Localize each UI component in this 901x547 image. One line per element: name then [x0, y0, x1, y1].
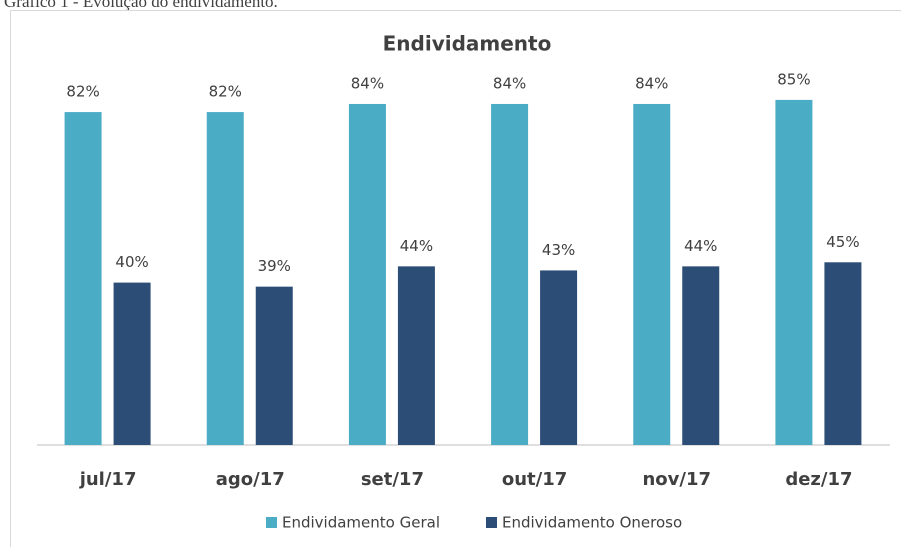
bar [824, 262, 862, 445]
data-label: 85% [777, 70, 810, 88]
bar [206, 112, 244, 445]
chart-title: Endividamento [383, 32, 552, 56]
data-label: 44% [684, 237, 717, 255]
legend-swatch [266, 517, 277, 528]
x-tick-label: set/17 [361, 469, 424, 490]
data-label: 82% [209, 83, 242, 101]
data-label: 43% [542, 241, 575, 259]
bar [775, 99, 813, 446]
x-tick-label: nov/17 [642, 469, 711, 490]
caption: Gráfico 1 - Evolução do endividamento. [4, 0, 278, 11]
legend-label: Endividamento Geral [282, 514, 440, 532]
data-label: 44% [400, 237, 433, 255]
bar [682, 266, 720, 445]
bar [540, 270, 578, 445]
legend-label: Endividamento Oneroso [502, 514, 682, 532]
data-label: 84% [635, 74, 668, 92]
x-tick-label: ago/17 [216, 469, 285, 490]
data-label: 84% [493, 74, 526, 92]
data-label: 84% [351, 74, 384, 92]
bar [491, 103, 529, 446]
bar [348, 103, 386, 446]
bar [255, 286, 293, 445]
x-tick-label: jul/17 [79, 469, 137, 490]
x-tick-label: out/17 [502, 469, 567, 490]
data-label: 82% [66, 83, 99, 101]
bar [113, 282, 151, 445]
bar [397, 266, 435, 445]
data-label: 45% [826, 233, 859, 251]
legend-swatch [486, 517, 497, 528]
data-label: 39% [258, 257, 291, 275]
bar [633, 103, 671, 446]
bar [64, 112, 102, 445]
chart-frame [10, 10, 901, 547]
data-label: 40% [115, 253, 148, 271]
x-tick-label: dez/17 [785, 469, 852, 490]
